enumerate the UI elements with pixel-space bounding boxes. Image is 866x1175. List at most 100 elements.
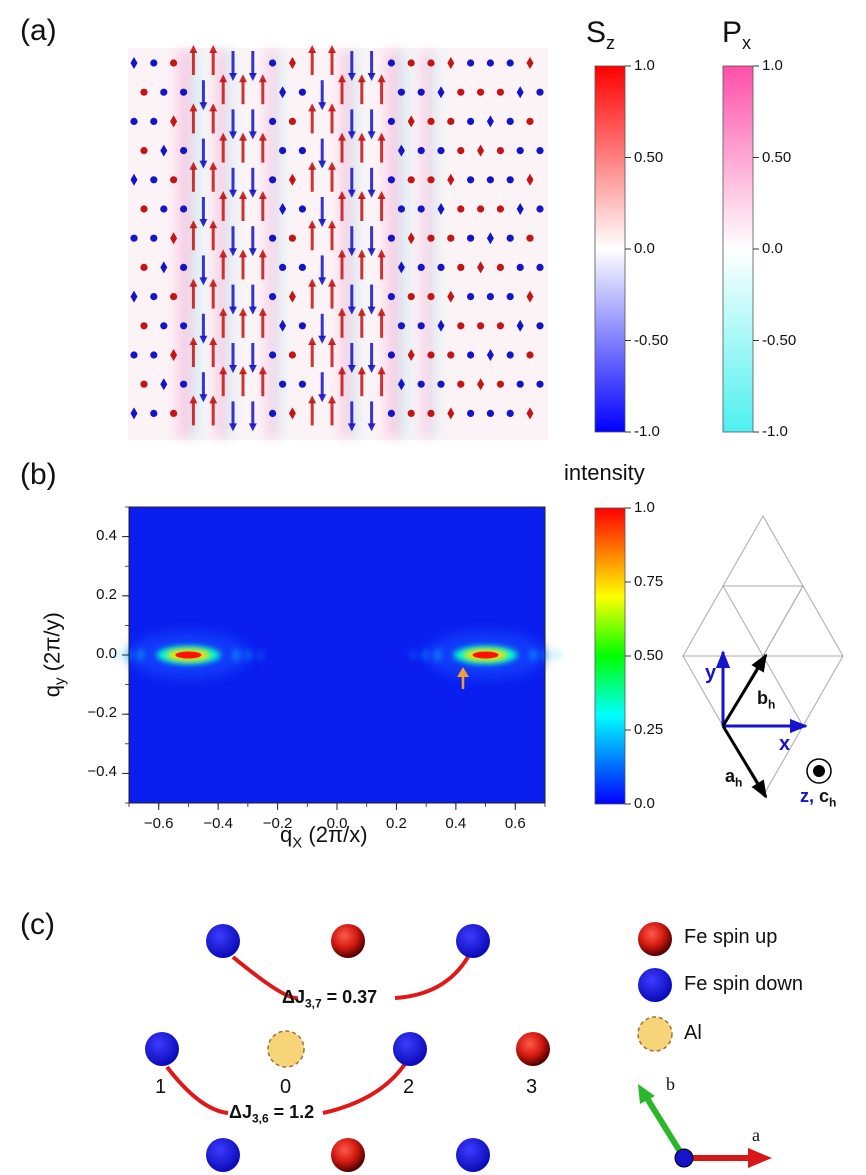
spin-down-site	[486, 59, 494, 67]
spin-down-site	[506, 293, 514, 301]
spin-up-site	[457, 205, 465, 213]
spin-arrow-head	[338, 307, 346, 316]
spin-arrow-head	[248, 189, 257, 198]
spin-up-site	[526, 234, 534, 242]
spin-down-site	[506, 176, 514, 184]
spin-arrow-head	[229, 365, 237, 373]
spin-up-site	[427, 351, 435, 359]
spin-arrow-head	[357, 307, 366, 316]
spin-down-site	[298, 380, 306, 388]
spin-small-arrow	[486, 349, 494, 361]
spin-down-site	[387, 59, 395, 67]
spin-arrow-head	[308, 103, 317, 112]
spin-lattice	[130, 45, 544, 432]
fe-spin-down-atom	[206, 924, 240, 958]
spin-up-site	[427, 176, 435, 184]
spin-up-site	[170, 409, 178, 417]
spin-up-site	[477, 88, 485, 96]
spin-down-site	[536, 88, 544, 96]
spin-down-site	[417, 147, 425, 155]
spin-up-site	[427, 59, 435, 67]
spin-down-site	[417, 322, 425, 330]
spin-small-arrow	[288, 173, 296, 186]
site-label-0: 0	[280, 1076, 292, 1098]
sz-tick-label: 0.0	[634, 240, 655, 257]
spin-arrow-head	[258, 366, 267, 375]
spin-arrow-head	[377, 74, 386, 83]
spin-down-site	[387, 234, 395, 242]
x-tick-label: 0.2	[385, 815, 407, 832]
spin-arrow-head	[367, 189, 376, 198]
spin-down-site	[387, 351, 395, 359]
spin-arrow-head	[377, 366, 386, 375]
spin-up-site	[457, 322, 465, 330]
px-colorbar-title: Px	[722, 16, 752, 53]
hexagonal-lattice-diagram	[682, 514, 844, 799]
peak-ripple	[433, 649, 442, 661]
spin-up-site	[457, 263, 465, 271]
spin-up-site	[526, 117, 534, 125]
spin-arrow-head	[219, 249, 228, 258]
spin-up-site	[447, 117, 455, 125]
spin-small-arrow	[130, 407, 138, 420]
fe-spin-down-atom-2	[393, 1032, 427, 1066]
panel-c	[145, 922, 772, 1172]
spin-arrow-head	[338, 191, 346, 199]
sz-tick-label: -1.0	[634, 423, 660, 440]
spin-arrow-head	[258, 74, 267, 83]
spin-down-site	[298, 263, 306, 271]
spin-small-arrow	[130, 57, 138, 69]
lattice-y-label: y	[705, 662, 717, 684]
spin-up-site	[496, 147, 504, 155]
legend-spin-down-icon	[638, 968, 672, 1002]
spin-small-arrow	[516, 319, 524, 332]
spin-down-site	[417, 205, 425, 213]
spin-arrow-head	[209, 337, 218, 345]
spin-arrow-head	[258, 191, 267, 199]
spin-down-site	[298, 147, 306, 155]
spin-arrow-head	[328, 161, 336, 170]
spin-up-site	[170, 176, 178, 184]
spin-down-site	[536, 263, 544, 271]
spin-arrow-head	[367, 248, 376, 257]
spin-up-site	[407, 409, 415, 417]
panel-a-letter: (a)	[20, 14, 57, 47]
spin-up-site	[457, 147, 465, 155]
spin-arrow-head	[367, 365, 376, 373]
spin-down-site	[506, 351, 514, 359]
spin-down-site	[180, 263, 188, 271]
spin-down-site	[516, 263, 524, 271]
intensity-peaks	[112, 631, 562, 679]
spin-down-site	[269, 351, 277, 359]
peak-core-0	[175, 651, 202, 659]
spin-small-arrow	[288, 57, 296, 69]
spin-arrow-head	[189, 395, 198, 404]
spin-down-site	[298, 322, 306, 330]
spin-down-site	[397, 205, 405, 213]
x-tick-label: 0.0	[326, 815, 348, 832]
spin-down-site	[467, 176, 475, 184]
spin-arrow-head	[248, 131, 257, 140]
spin-arrow-head	[328, 220, 336, 229]
spin-arrow-head	[347, 248, 356, 257]
site-label-3: 3	[526, 1076, 538, 1098]
crystal-axes	[638, 1084, 772, 1168]
spin-arrow-head	[209, 45, 218, 53]
spin-arrow-head	[229, 248, 237, 257]
intensity-colorbar	[594, 507, 626, 805]
x-tick-label: 0.4	[445, 815, 467, 832]
spin-small-arrow	[130, 290, 138, 303]
spin-down-site	[506, 234, 514, 242]
spin-down-site	[486, 409, 494, 417]
intensity-tick-label: 0.75	[634, 573, 664, 590]
spin-arrow-head	[377, 132, 386, 141]
spin-up-site	[427, 234, 435, 242]
spin-down-site	[516, 147, 524, 155]
spin-arrow-head	[239, 249, 247, 258]
peak-core-1	[472, 651, 499, 659]
spin-down-site	[417, 88, 425, 96]
spin-arrow-head	[328, 103, 336, 112]
spin-arrow-head	[248, 306, 257, 315]
x-tick-label: −0.4	[203, 815, 233, 832]
spin-down-site	[437, 263, 445, 271]
